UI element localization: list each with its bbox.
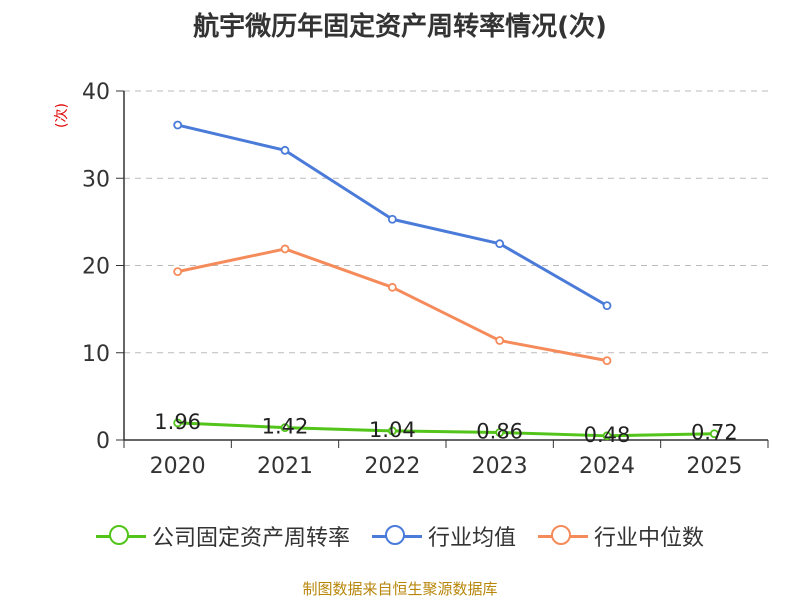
legend-marker-company: [95, 524, 146, 548]
x-tick-label: 2023: [472, 454, 528, 479]
y-tick-label: 20: [82, 255, 110, 280]
legend: 公司固定资产周转率 行业均值 行业中位数: [0, 520, 800, 552]
y-tick-label: 10: [82, 342, 110, 367]
legend-dot: [384, 525, 405, 545]
data-point: [173, 418, 183, 428]
legend-item-industry-median[interactable]: 行业中位数: [538, 520, 704, 552]
x-tick-label: 2020: [150, 454, 206, 479]
data-point: [387, 282, 397, 292]
data-point: [387, 214, 397, 224]
data-label: 0.86: [476, 419, 523, 443]
legend-label-industry-mean: 行业均值: [427, 526, 516, 551]
data-point: [173, 267, 183, 277]
legend-item-industry-mean[interactable]: 行业均值: [371, 520, 516, 552]
data-point: [602, 356, 612, 366]
data-point: [709, 429, 719, 439]
data-source-note: 制图数据来自恒生聚源数据库: [302, 580, 498, 598]
y-tick-label: 30: [82, 167, 110, 192]
data-label: 1.04: [369, 418, 416, 442]
y-tick-label: 40: [82, 80, 110, 105]
y-tick-label: 0: [96, 429, 110, 454]
x-tick-label: 2022: [364, 454, 420, 479]
data-label: 0.48: [584, 423, 631, 447]
data-point: [387, 426, 397, 436]
data-point: [602, 301, 612, 311]
x-tick-label: 2025: [686, 454, 742, 479]
legend-dot: [108, 525, 129, 545]
legend-dot: [551, 525, 571, 545]
data-label: 1.96: [154, 410, 201, 434]
legend-label-company: 公司固定资产周转率: [151, 526, 350, 551]
data-point: [280, 423, 290, 433]
x-tick-label: 2021: [257, 454, 313, 479]
data-label: 0.72: [691, 421, 738, 445]
data-point: [495, 239, 505, 249]
legend-marker-industry-median: [538, 524, 588, 548]
data-point: [173, 120, 183, 130]
legend-marker-industry-mean: [371, 524, 422, 548]
legend-label-industry-median: 行业中位数: [594, 526, 705, 551]
data-point: [495, 428, 505, 437]
legend-item-company[interactable]: 公司固定资产周转率: [95, 520, 350, 552]
data-point: [602, 431, 612, 441]
series-line: [176, 421, 716, 438]
chart-title: 航宇微历年固定资产周转率情况(次): [193, 12, 607, 42]
data-point: [280, 145, 290, 155]
data-point: [280, 244, 290, 254]
data-point: [495, 336, 505, 345]
data-label: 1.42: [262, 415, 309, 439]
x-tick-label: 2024: [579, 454, 635, 479]
